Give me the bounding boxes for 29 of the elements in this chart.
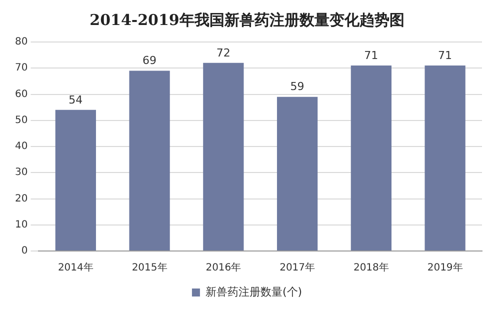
data-label: 69 — [142, 54, 157, 68]
data-label: 71 — [438, 48, 452, 62]
y-tick-label: 60 — [14, 88, 28, 100]
bar — [129, 70, 170, 250]
chart-title: 2014-2019年我国新兽药注册数量变化趋势图 — [90, 10, 404, 29]
data-label: 54 — [68, 93, 83, 106]
bar — [203, 62, 244, 250]
y-tick-label: 10 — [14, 219, 28, 230]
legend-label: 新兽药注册数量(个) — [205, 285, 302, 298]
data-label: 72 — [216, 46, 230, 60]
y-tick-label: 80 — [14, 36, 28, 48]
y-tick-label: 70 — [14, 62, 28, 74]
x-tick-label: 2019年 — [427, 262, 463, 274]
y-tick-label: 50 — [14, 114, 28, 126]
y-tick-label: 30 — [14, 167, 28, 178]
y-tick-label: 40 — [14, 141, 28, 152]
y-tick-label: 0 — [21, 246, 28, 257]
y-tick-label: 20 — [14, 193, 28, 204]
bar — [424, 66, 466, 250]
x-tick-label: 2015年 — [132, 262, 168, 274]
bar — [276, 96, 318, 250]
x-tick-label: 2014年 — [58, 262, 94, 274]
data-label: 71 — [364, 48, 378, 62]
data-label: 59 — [290, 80, 304, 94]
bar — [55, 110, 96, 250]
bar — [350, 66, 392, 250]
x-tick-label: 2018年 — [353, 262, 389, 274]
x-tick-label: 2016年 — [206, 262, 242, 274]
x-tick-label: 2017年 — [280, 262, 316, 274]
